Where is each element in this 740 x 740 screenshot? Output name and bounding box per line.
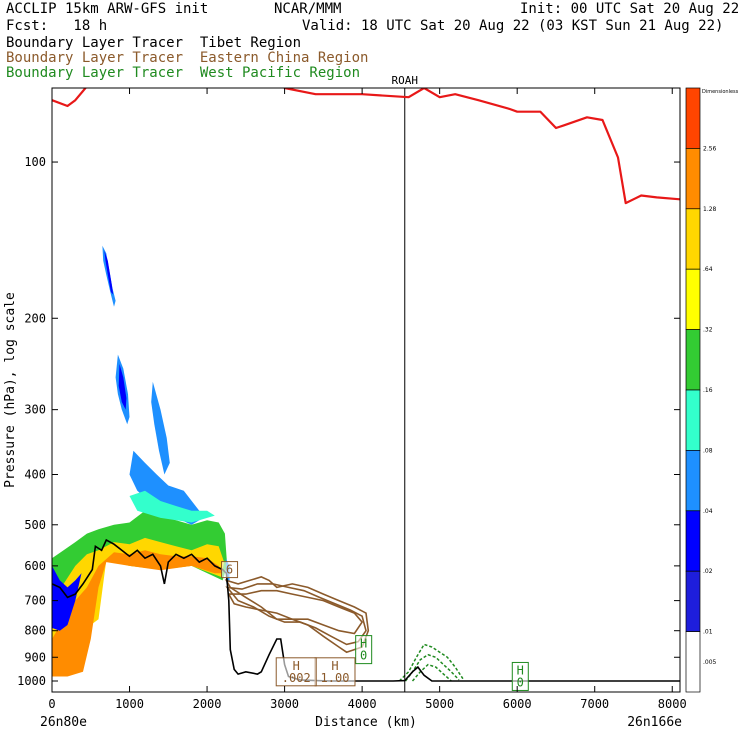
legend-tibet: Boundary Layer Tracer Tibet Region: [6, 35, 302, 51]
y-tick-label: 800: [24, 624, 46, 638]
box-label-text: H: [360, 637, 367, 651]
box-label-text: .002: [282, 671, 311, 685]
colorbar-label: .08: [703, 447, 713, 454]
colorbar-label: .02: [703, 568, 713, 575]
box-label-3: H1.00: [314, 657, 356, 687]
box-label-text: 0: [517, 675, 524, 689]
tracer-shade-11: [52, 565, 82, 631]
box-label-1: 6: [221, 561, 239, 579]
colorbar-label: .005: [703, 659, 717, 666]
axes-layer: 0 1000 2000 3000 4000 5000 6000 7000 80001002003…: [3, 74, 687, 730]
y-tick-label: 100: [24, 155, 46, 169]
plot-frame: [51, 87, 681, 693]
colorbar-label: .64: [703, 266, 713, 273]
x-tick-label: 5000: [425, 697, 454, 711]
box-label-frame: [355, 635, 373, 665]
y-tick-label: 700: [24, 594, 46, 608]
box-label-4: H.002: [275, 657, 317, 687]
eastern-china-contour-1: [224, 576, 370, 654]
colorbar-label: .16: [703, 387, 713, 394]
x-tick-label: 0: [48, 697, 55, 711]
x-tick-label: 1000: [115, 697, 144, 711]
colorbar-swatch-7: [685, 450, 701, 512]
colorbar-swatch-9: [685, 570, 701, 632]
box-label-text: H: [331, 659, 338, 673]
colorbar-swatch-6: [685, 389, 701, 451]
box-label-5: H0: [511, 661, 529, 691]
box-label-text: H: [517, 663, 524, 677]
tracer-shade-5: [104, 250, 114, 295]
colorbar-label: 1.28: [703, 206, 717, 213]
x-axis-title: Distance (km): [315, 715, 417, 730]
eastern-china-contour-3: [227, 589, 364, 635]
x-tick-label: 4000: [348, 697, 377, 711]
header-valid: Valid: 18 UTC Sat 20 Aug 22 (03 KST Sun …: [302, 18, 724, 34]
legend-eastern-china: Boundary Layer Tracer Eastern China Regi…: [6, 50, 369, 66]
colorbar-swatch-2: [685, 148, 701, 210]
colorbar-swatch-1: [685, 87, 701, 149]
colorbar-swatch-10: [685, 631, 701, 693]
tracer-shade-8: [151, 381, 170, 475]
x-tick-label: 7000: [580, 697, 609, 711]
y-tick-label: 900: [24, 650, 46, 664]
colorbar: Dimensionless 2.56 1.28 .64 .32 .16 .08 .04 .02.…: [685, 87, 739, 693]
west-pacific-contour-2: [404, 653, 460, 682]
tropopause-line: [52, 88, 680, 205]
x-tick-label: 2000: [193, 697, 222, 711]
header-fcst: Fcst: 18 h: [6, 18, 108, 34]
box-label-frame: [275, 657, 317, 687]
tracer-shading-layer: [52, 245, 230, 677]
colorbar-swatch-8: [685, 510, 701, 572]
eastern-china-contour-2: [225, 583, 367, 646]
y-tick-label: 400: [24, 467, 46, 481]
header-model: ACCLIP 15km ARW-GFS init: [6, 1, 209, 17]
colorbar-label: .04: [703, 508, 713, 515]
box-label-text: 6: [226, 563, 233, 577]
y-tick-label: 300: [24, 403, 46, 417]
x-tick-label: 8000: [658, 697, 687, 711]
y-tick-label: 600: [24, 559, 46, 573]
tracer-shade-3: [52, 550, 223, 677]
box-label-frame: [221, 561, 239, 579]
x-tick-label: 6000: [503, 697, 532, 711]
y-tick-label: 500: [24, 518, 46, 532]
y-tick-label: 1000: [17, 674, 46, 688]
box-label-2: H0: [355, 635, 373, 665]
tracer-shade-10: [129, 490, 215, 523]
colorbar-label: .32: [703, 327, 713, 334]
colorbar-label: .01: [703, 629, 713, 636]
box-label-frame: [511, 661, 529, 691]
y-axis-title: Pressure (hPa), log scale: [3, 292, 18, 488]
legend-west-pacific: Boundary Layer Tracer West Pacific Regio…: [6, 65, 361, 81]
west-pacific-contours: [398, 643, 464, 682]
right-endpoint-label: 26n166e: [627, 715, 682, 730]
header-init: Init: 00 UTC Sat 20 Aug 22: [520, 1, 740, 17]
tracer-shade-7: [118, 364, 127, 410]
header-org: NCAR/MMM: [274, 1, 342, 17]
west-pacific-contour-3: [411, 663, 452, 682]
station-label: ROAH: [392, 74, 419, 87]
box-label-frame: [314, 657, 356, 687]
colorbar-label: 2.56: [703, 145, 717, 152]
tracer-shade-9: [129, 450, 208, 525]
x-tick-label: 3000: [270, 697, 299, 711]
box-label-text: H: [293, 659, 300, 673]
box-label-text: 0: [360, 649, 367, 663]
colorbar-swatch-4: [685, 268, 701, 330]
left-endpoint-label: 26n80e: [40, 715, 87, 730]
box-label-text: 1.00: [321, 671, 350, 685]
eastern-china-contours: [224, 576, 370, 654]
colorbar-title: Dimensionless: [702, 89, 739, 95]
y-tick-label: 200: [24, 311, 46, 325]
lines-layer: [52, 88, 680, 692]
tracer-shade-1: [52, 510, 228, 637]
west-pacific-contour-1: [398, 643, 464, 682]
colorbar-swatch-3: [685, 208, 701, 270]
colorbar-swatch-5: [685, 329, 701, 391]
